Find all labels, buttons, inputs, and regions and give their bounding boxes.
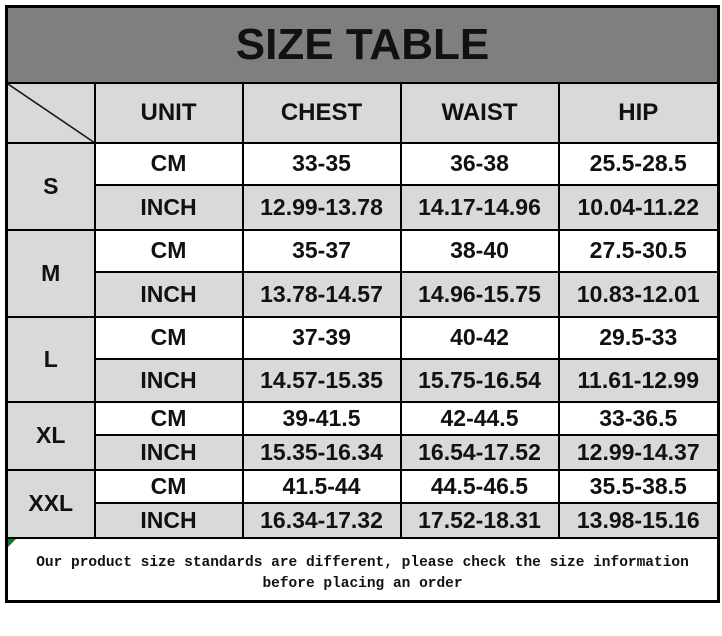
unit-label: INCH (93, 501, 244, 539)
unit-label: CM (93, 315, 244, 360)
cell-chest: 16.34-17.32 (241, 501, 402, 539)
unit-label: CM (93, 228, 244, 273)
cell-waist: 14.17-14.96 (399, 183, 560, 231)
diagonal-header-cell (5, 81, 96, 144)
cell-hip: 13.98-15.16 (557, 501, 720, 539)
table-row: INCH 13.78-14.57 14.96-15.75 10.83-12.01 (7, 270, 720, 318)
cell-chest: 33-35 (241, 141, 402, 186)
cell-waist: 42-44.5 (399, 400, 560, 436)
footer-note-line1: Our product size standards are different… (36, 554, 689, 571)
size-label-xl: XL (5, 400, 96, 471)
cell-chest: 41.5-44 (241, 468, 402, 504)
green-corner-marker-icon (8, 539, 16, 547)
table-row: XXL CM 41.5-44 44.5-46.5 35.5-38.5 (5, 468, 720, 539)
unit-label: INCH (93, 270, 244, 318)
cell-waist: 15.75-16.54 (399, 357, 560, 403)
size-table: SIZE TABLE UNIT CHEST WAIST HIP S CM 33-… (5, 5, 721, 603)
cell-hip: 27.5-30.5 (557, 228, 720, 273)
unit-label: INCH (93, 357, 244, 403)
cell-chest: 14.57-15.35 (241, 357, 402, 403)
cell-chest: 37-39 (241, 315, 402, 360)
size-label-m: M (5, 228, 96, 318)
size-label-xxl: XXL (5, 468, 96, 539)
cell-hip: 11.61-12.99 (557, 357, 720, 403)
cell-chest: 12.99-13.78 (241, 183, 402, 231)
table-row: L CM 37-39 40-42 29.5-33 (5, 315, 720, 403)
cell-hip: 33-36.5 (557, 400, 720, 436)
cell-chest: 39-41.5 (241, 400, 402, 436)
column-header-waist: WAIST (399, 81, 560, 144)
column-header-unit: UNIT (93, 81, 244, 144)
cell-hip: 25.5-28.5 (557, 141, 720, 186)
cell-chest: 35-37 (241, 228, 402, 273)
cell-chest: 13.78-14.57 (241, 270, 402, 318)
cell-waist: 40-42 (399, 315, 560, 360)
unit-label: CM (93, 141, 244, 186)
table-row: S CM 33-35 36-38 25.5-28.5 (5, 141, 720, 231)
cell-hip: 12.99-14.37 (557, 433, 720, 471)
cell-hip: 29.5-33 (557, 315, 720, 360)
cell-waist: 36-38 (399, 141, 560, 186)
footer-note-line2: before placing an order (262, 575, 463, 592)
cell-waist: 14.96-15.75 (399, 270, 560, 318)
unit-label: INCH (93, 183, 244, 231)
table-row: INCH 14.57-15.35 15.75-16.54 11.61-12.99 (7, 357, 720, 403)
page-title: SIZE TABLE (5, 5, 720, 84)
column-header-hip: HIP (557, 81, 720, 144)
cell-waist: 44.5-46.5 (399, 468, 560, 504)
unit-label: CM (93, 400, 244, 436)
unit-label: INCH (93, 433, 244, 471)
size-label-s: S (5, 141, 96, 231)
table-row: INCH 15.35-16.34 16.54-17.52 12.99-14.37 (7, 433, 720, 471)
unit-label: CM (93, 468, 244, 504)
cell-chest: 15.35-16.34 (241, 433, 402, 471)
diagonal-line-icon (8, 84, 94, 142)
table-row: INCH 16.34-17.32 17.52-18.31 13.98-15.16 (7, 501, 720, 539)
cell-hip: 35.5-38.5 (557, 468, 720, 504)
footer-note: Our product size standards are different… (5, 536, 720, 603)
table-row: INCH 12.99-13.78 14.17-14.96 10.04-11.22 (7, 183, 720, 231)
cell-hip: 10.04-11.22 (557, 183, 720, 231)
cell-waist: 17.52-18.31 (399, 501, 560, 539)
column-header-chest: CHEST (241, 81, 402, 144)
cell-waist: 38-40 (399, 228, 560, 273)
table-row: XL CM 39-41.5 42-44.5 33-36.5 (5, 400, 720, 471)
size-label-l: L (5, 315, 96, 403)
table-row: M CM 35-37 38-40 27.5-30.5 (5, 228, 720, 318)
cell-waist: 16.54-17.52 (399, 433, 560, 471)
cell-hip: 10.83-12.01 (557, 270, 720, 318)
